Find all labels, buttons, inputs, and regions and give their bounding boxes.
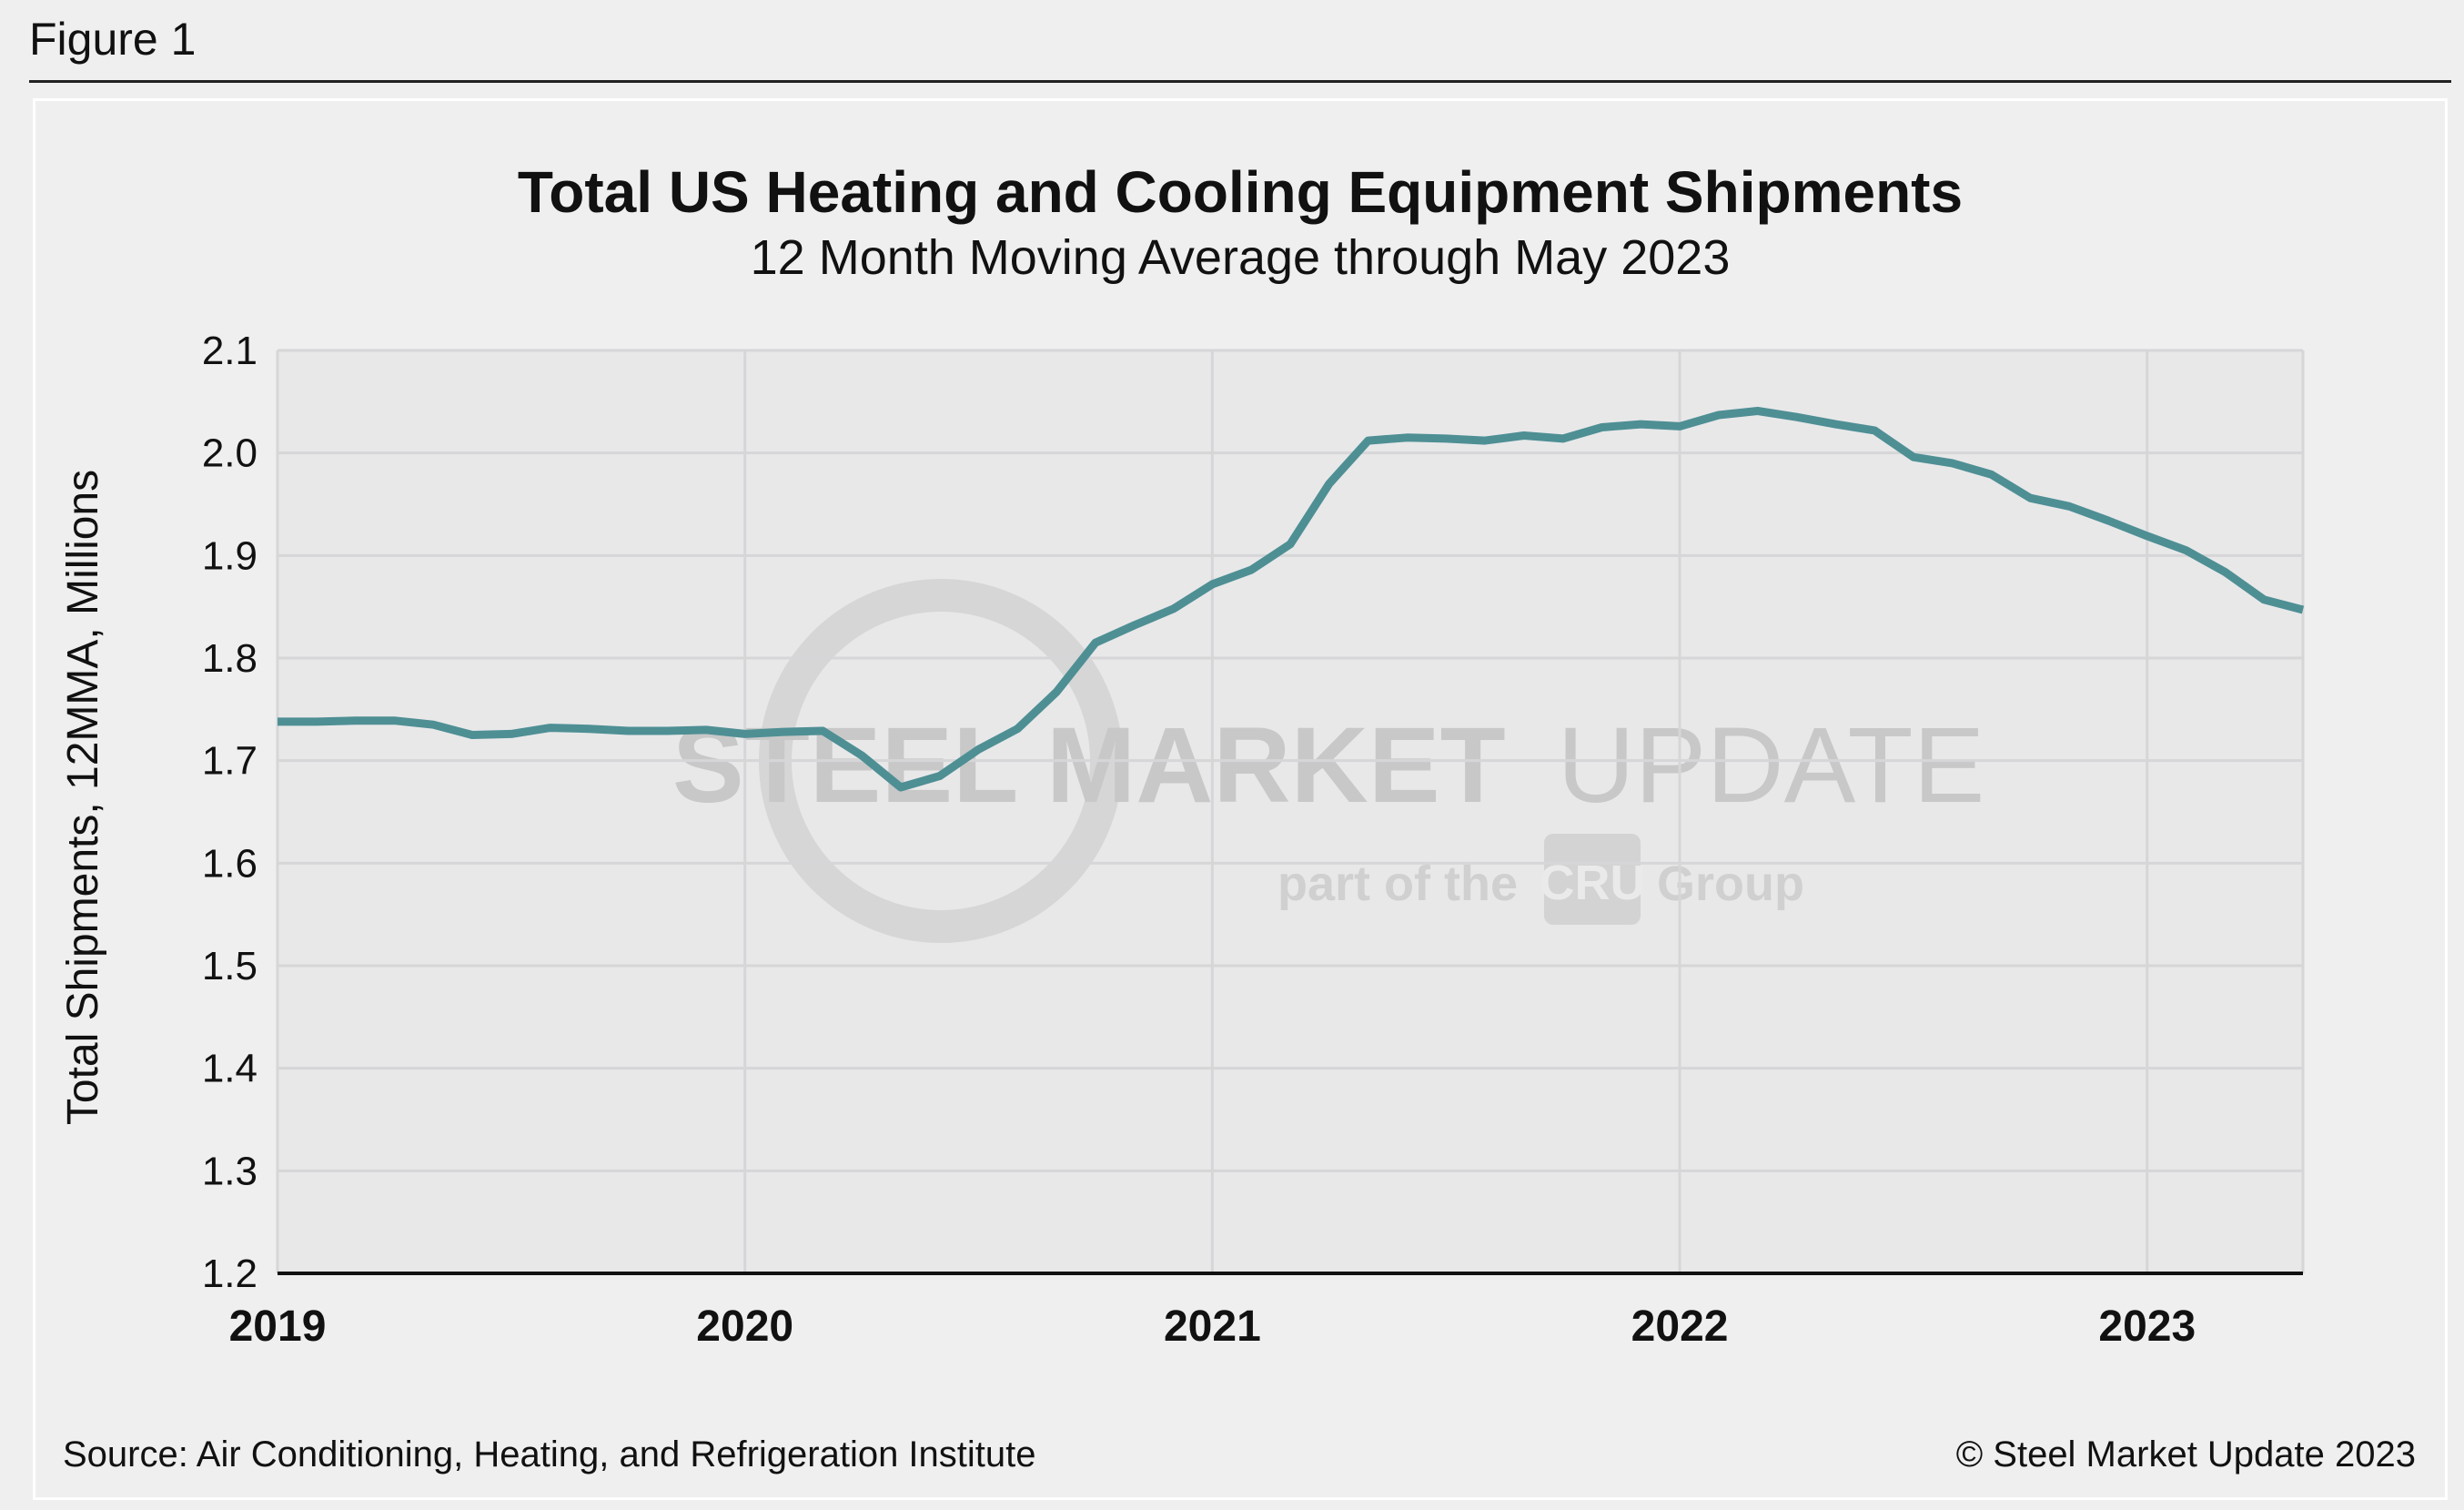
x-tick-label: 2023 <box>2098 1302 2196 1351</box>
figure-label: Figure 1 <box>29 14 197 65</box>
x-tick-label: 2021 <box>1164 1302 1261 1351</box>
y-tick-label: 2.0 <box>202 431 258 476</box>
watermark-badge <box>1544 834 1641 925</box>
watermark: STEEL MARKET UPDATE part of the CRU Grou… <box>672 579 1984 943</box>
plot-area <box>278 350 2303 1273</box>
chart-subtitle: 12 Month Moving Average through May 2023 <box>751 230 1731 285</box>
y-tick-label: 1.7 <box>202 739 258 784</box>
watermark-brand: STEEL MARKET UPDATE <box>672 705 1984 826</box>
y-tick-label: 1.4 <box>202 1047 258 1091</box>
series-line-total-shipments <box>278 407 2305 792</box>
x-tick-label: 2020 <box>696 1302 793 1351</box>
y-axis-label: Total Shipments, 12MMA, Millions <box>59 470 107 1125</box>
watermark-part-of: part of the <box>1277 856 1518 911</box>
y-tick-label: 1.9 <box>202 533 258 578</box>
watermark-brand-bold: STEEL MARKET <box>672 705 1506 826</box>
y-tick-label: 1.3 <box>202 1149 258 1193</box>
y-tick-label: 1.5 <box>202 944 258 988</box>
chart-frame: STEEL MARKET UPDATE part of the CRU Grou… <box>33 98 2448 1500</box>
chart: STEEL MARKET UPDATE part of the CRU Grou… <box>59 159 2416 1475</box>
y-tick-label: 1.2 <box>202 1252 258 1296</box>
source-note: Source: Air Conditioning, Heating, and R… <box>63 1434 1036 1475</box>
watermark-badge-text: CRU <box>1540 856 1646 910</box>
watermark-group: Group <box>1657 856 1804 911</box>
y-tick-label: 1.8 <box>202 636 258 681</box>
copyright-note: © Steel Market Update 2023 <box>1956 1434 2416 1475</box>
y-tick-label: 1.6 <box>202 841 258 886</box>
watermark-brand-light: UPDATE <box>1557 705 1984 826</box>
figure-divider <box>29 80 2451 83</box>
x-tick-label: 2022 <box>1631 1302 1729 1351</box>
y-tick-label: 2.1 <box>202 329 258 373</box>
x-tick-label: 2019 <box>229 1302 327 1351</box>
chart-title: Total US Heating and Cooling Equipment S… <box>518 159 1963 225</box>
